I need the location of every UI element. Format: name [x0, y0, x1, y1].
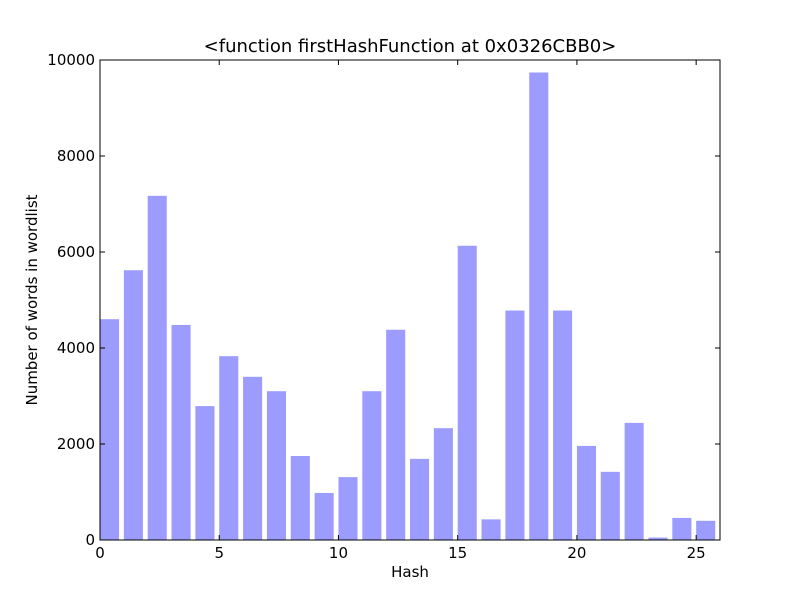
bar-2 — [147, 195, 167, 540]
x-axis-label: Hash — [391, 563, 429, 581]
bar-24 — [672, 517, 692, 540]
chart-title: <function firstHashFunction at 0x0326CBB… — [204, 36, 617, 57]
bar-3 — [171, 324, 191, 540]
x-tick-label-15: 15 — [448, 544, 467, 562]
bar-19 — [553, 310, 573, 540]
bar-7 — [266, 391, 286, 540]
plot-frame — [99, 59, 721, 541]
bar-14 — [433, 428, 453, 540]
y-tick-label-10000: 10000 — [47, 51, 95, 69]
y-tick-label-4000: 4000 — [57, 339, 95, 357]
x-tick-label-10: 10 — [329, 544, 348, 562]
bar-12 — [386, 329, 406, 540]
bar-8 — [290, 456, 310, 540]
bar-15 — [457, 245, 477, 540]
x-tick-label-20: 20 — [567, 544, 586, 562]
bar-20 — [576, 445, 596, 540]
bar-0 — [100, 319, 120, 540]
y-axis-label: Number of words in wordlist — [23, 194, 41, 405]
bar-4 — [195, 406, 215, 540]
bar-25 — [696, 520, 716, 540]
bar-16 — [481, 519, 501, 540]
bar-6 — [243, 376, 263, 540]
bar-11 — [362, 391, 382, 540]
bar-10 — [338, 477, 358, 540]
bar-18 — [529, 72, 549, 540]
x-tick-label-5: 5 — [214, 544, 224, 562]
x-tick-label-25: 25 — [687, 544, 706, 562]
y-tick-label-0: 0 — [85, 531, 95, 549]
y-tick-label-2000: 2000 — [57, 435, 95, 453]
bar-5 — [219, 356, 239, 540]
x-axis-ticks: 0 5 10 15 20 25 — [95, 60, 706, 562]
bar-21 — [600, 471, 620, 540]
bar-23 — [648, 537, 668, 540]
y-axis-ticks: 0 2000 4000 6000 8000 10000 — [47, 51, 720, 549]
bar-17 — [505, 310, 525, 540]
bar-9 — [314, 492, 334, 540]
y-tick-label-8000: 8000 — [57, 147, 95, 165]
y-tick-label-6000: 6000 — [57, 243, 95, 261]
x-tick-label-0: 0 — [95, 544, 105, 562]
bar-22 — [624, 422, 644, 540]
bar-1 — [123, 270, 143, 540]
bars-group — [100, 72, 716, 540]
bar-13 — [410, 458, 430, 540]
